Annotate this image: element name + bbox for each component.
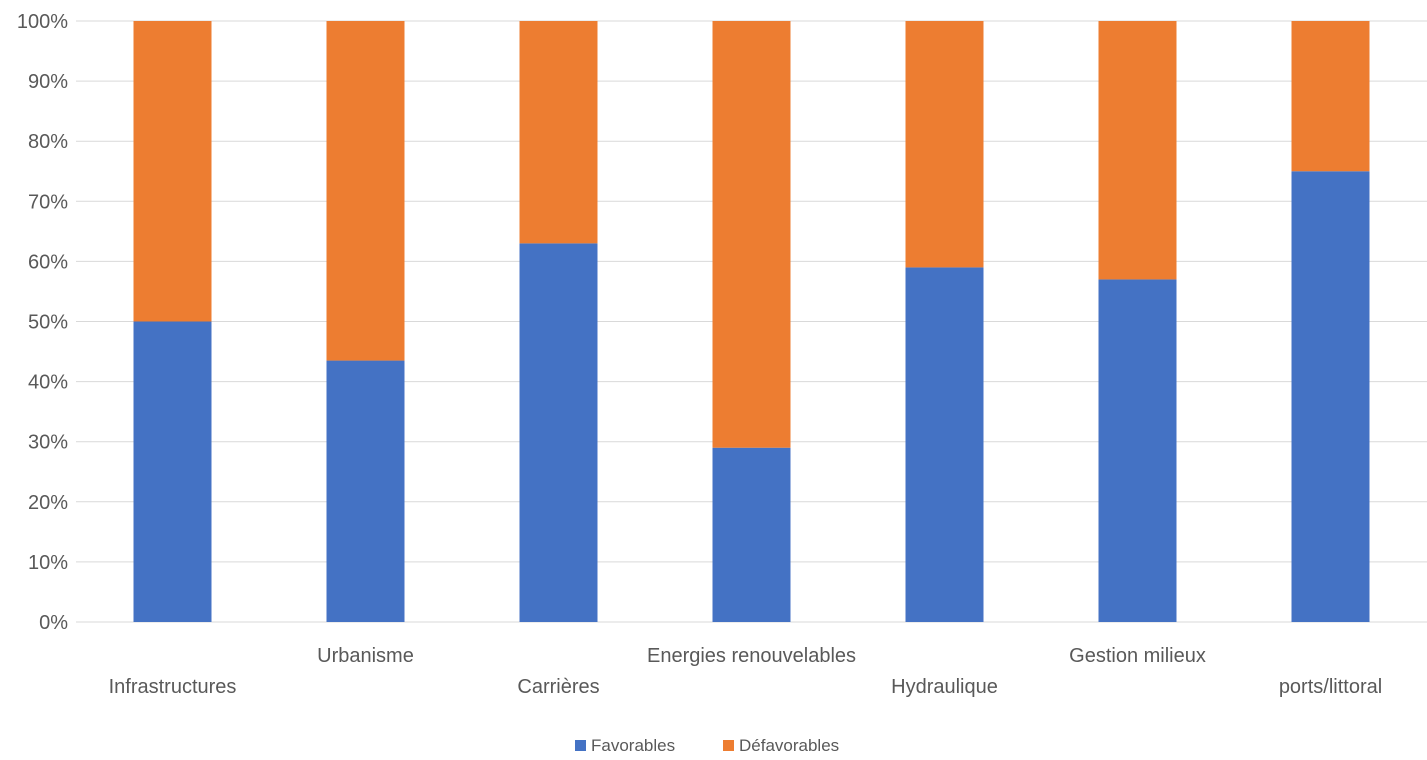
y-tick-label: 20% — [28, 492, 68, 514]
x-category-label: Hydraulique — [891, 676, 998, 698]
bar-segment — [1291, 21, 1370, 172]
y-tick-label: 100% — [17, 11, 68, 33]
y-tick-label: 0% — [39, 612, 68, 634]
bar-segment — [326, 360, 405, 622]
bar-segment — [133, 21, 212, 322]
legend: Favorables Défavorables — [575, 736, 839, 755]
x-category-label: Energies renouvelables — [647, 645, 856, 667]
y-tick-label: 40% — [28, 372, 68, 394]
y-tick-label: 30% — [28, 432, 68, 454]
legend-swatch — [723, 740, 734, 751]
y-axis-tick-labels: 0% 10% 20% 30% 40% 50% 60% 70% 80% 90% 100% — [17, 11, 68, 634]
bar-segment — [905, 267, 984, 622]
bar-segment — [712, 447, 791, 622]
y-tick-label: 70% — [28, 191, 68, 213]
legend-swatch — [575, 740, 586, 751]
y-tick-label: 80% — [28, 131, 68, 153]
y-tick-label: 10% — [28, 552, 68, 574]
bar-segment — [712, 21, 791, 448]
bar-segment — [1291, 171, 1370, 622]
x-axis-category-labels: Infrastructures Urbanisme Carrières Energie… — [109, 645, 1383, 698]
bar-segment — [326, 21, 405, 361]
y-tick-label: 50% — [28, 312, 68, 334]
legend-label: Favorables — [591, 736, 675, 755]
x-category-label: Urbanisme — [317, 645, 414, 667]
bars — [133, 21, 1370, 622]
x-category-label: Carrières — [517, 676, 599, 698]
y-tick-label: 90% — [28, 71, 68, 93]
bar-segment — [1098, 21, 1177, 280]
bar-segment — [519, 243, 598, 622]
bar-segment — [905, 21, 984, 268]
legend-label: Défavorables — [739, 736, 839, 755]
bar-segment — [519, 21, 598, 244]
x-category-label: Infrastructures — [109, 676, 237, 698]
bar-segment — [1098, 279, 1177, 622]
x-category-label: ports/littoral — [1279, 676, 1382, 698]
y-tick-label: 60% — [28, 251, 68, 273]
bar-segment — [133, 321, 212, 622]
x-category-label: Gestion milieux — [1069, 645, 1206, 667]
